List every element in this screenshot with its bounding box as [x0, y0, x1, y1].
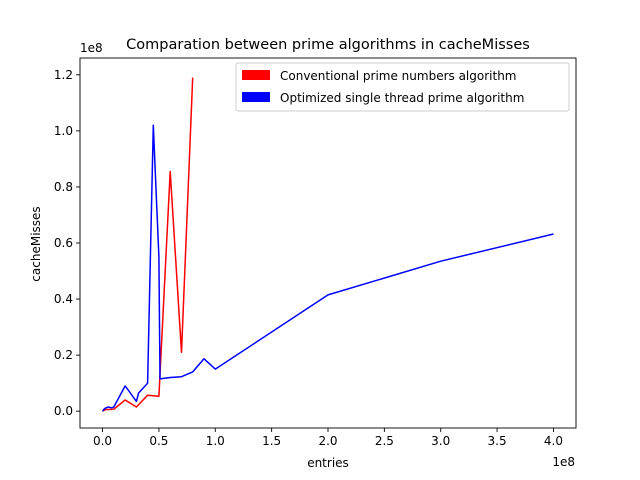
y-tick-label: 1.2 [54, 68, 73, 82]
y-offset-label: 1e8 [80, 41, 103, 55]
x-tick-label: 0.0 [93, 434, 112, 448]
y-tick-label: 0.4 [54, 292, 73, 306]
y-tick-label: 0.6 [54, 236, 73, 250]
x-tick-label: 0.5 [149, 434, 168, 448]
y-axis-label: cacheMisses [29, 206, 43, 281]
x-tick-label: 1.5 [262, 434, 281, 448]
legend: Conventional prime numbers algorithm Opt… [235, 62, 570, 112]
x-axis-label: entries [307, 456, 349, 470]
y-tick-label: 0.0 [54, 404, 73, 418]
x-tick-label: 4.0 [544, 434, 563, 448]
x-tick-label: 3.0 [431, 434, 450, 448]
ticks-layer: 0.0 0.5 1.0 1.5 2.0 2.5 3.0 3.5 4.0 0.0 0.2 0.4 0.6 0… [54, 68, 563, 448]
y-tick-label: 0.2 [54, 348, 73, 362]
x-offset-label: 1e8 [552, 455, 575, 469]
x-tick-label: 3.5 [488, 434, 507, 448]
legend-box [235, 62, 570, 112]
y-tick-label: 1.0 [54, 124, 73, 138]
series-line [102, 77, 194, 412]
x-tick-label: 1.0 [206, 434, 225, 448]
x-tick-label: 2.5 [375, 434, 394, 448]
series-layer [101, 77, 554, 412]
y-tick-label: 0.8 [54, 180, 73, 194]
plot-frame [79, 57, 577, 429]
legend-swatch [242, 92, 270, 102]
series-line [101, 124, 554, 412]
legend-swatch [242, 70, 270, 80]
x-tick-label: 2.0 [318, 434, 337, 448]
chart-title: Comparation between prime algorithms in … [126, 37, 530, 53]
legend-label: Conventional prime numbers algorithm [280, 69, 517, 83]
legend-label: Optimized single thread prime algorithm [280, 91, 524, 105]
